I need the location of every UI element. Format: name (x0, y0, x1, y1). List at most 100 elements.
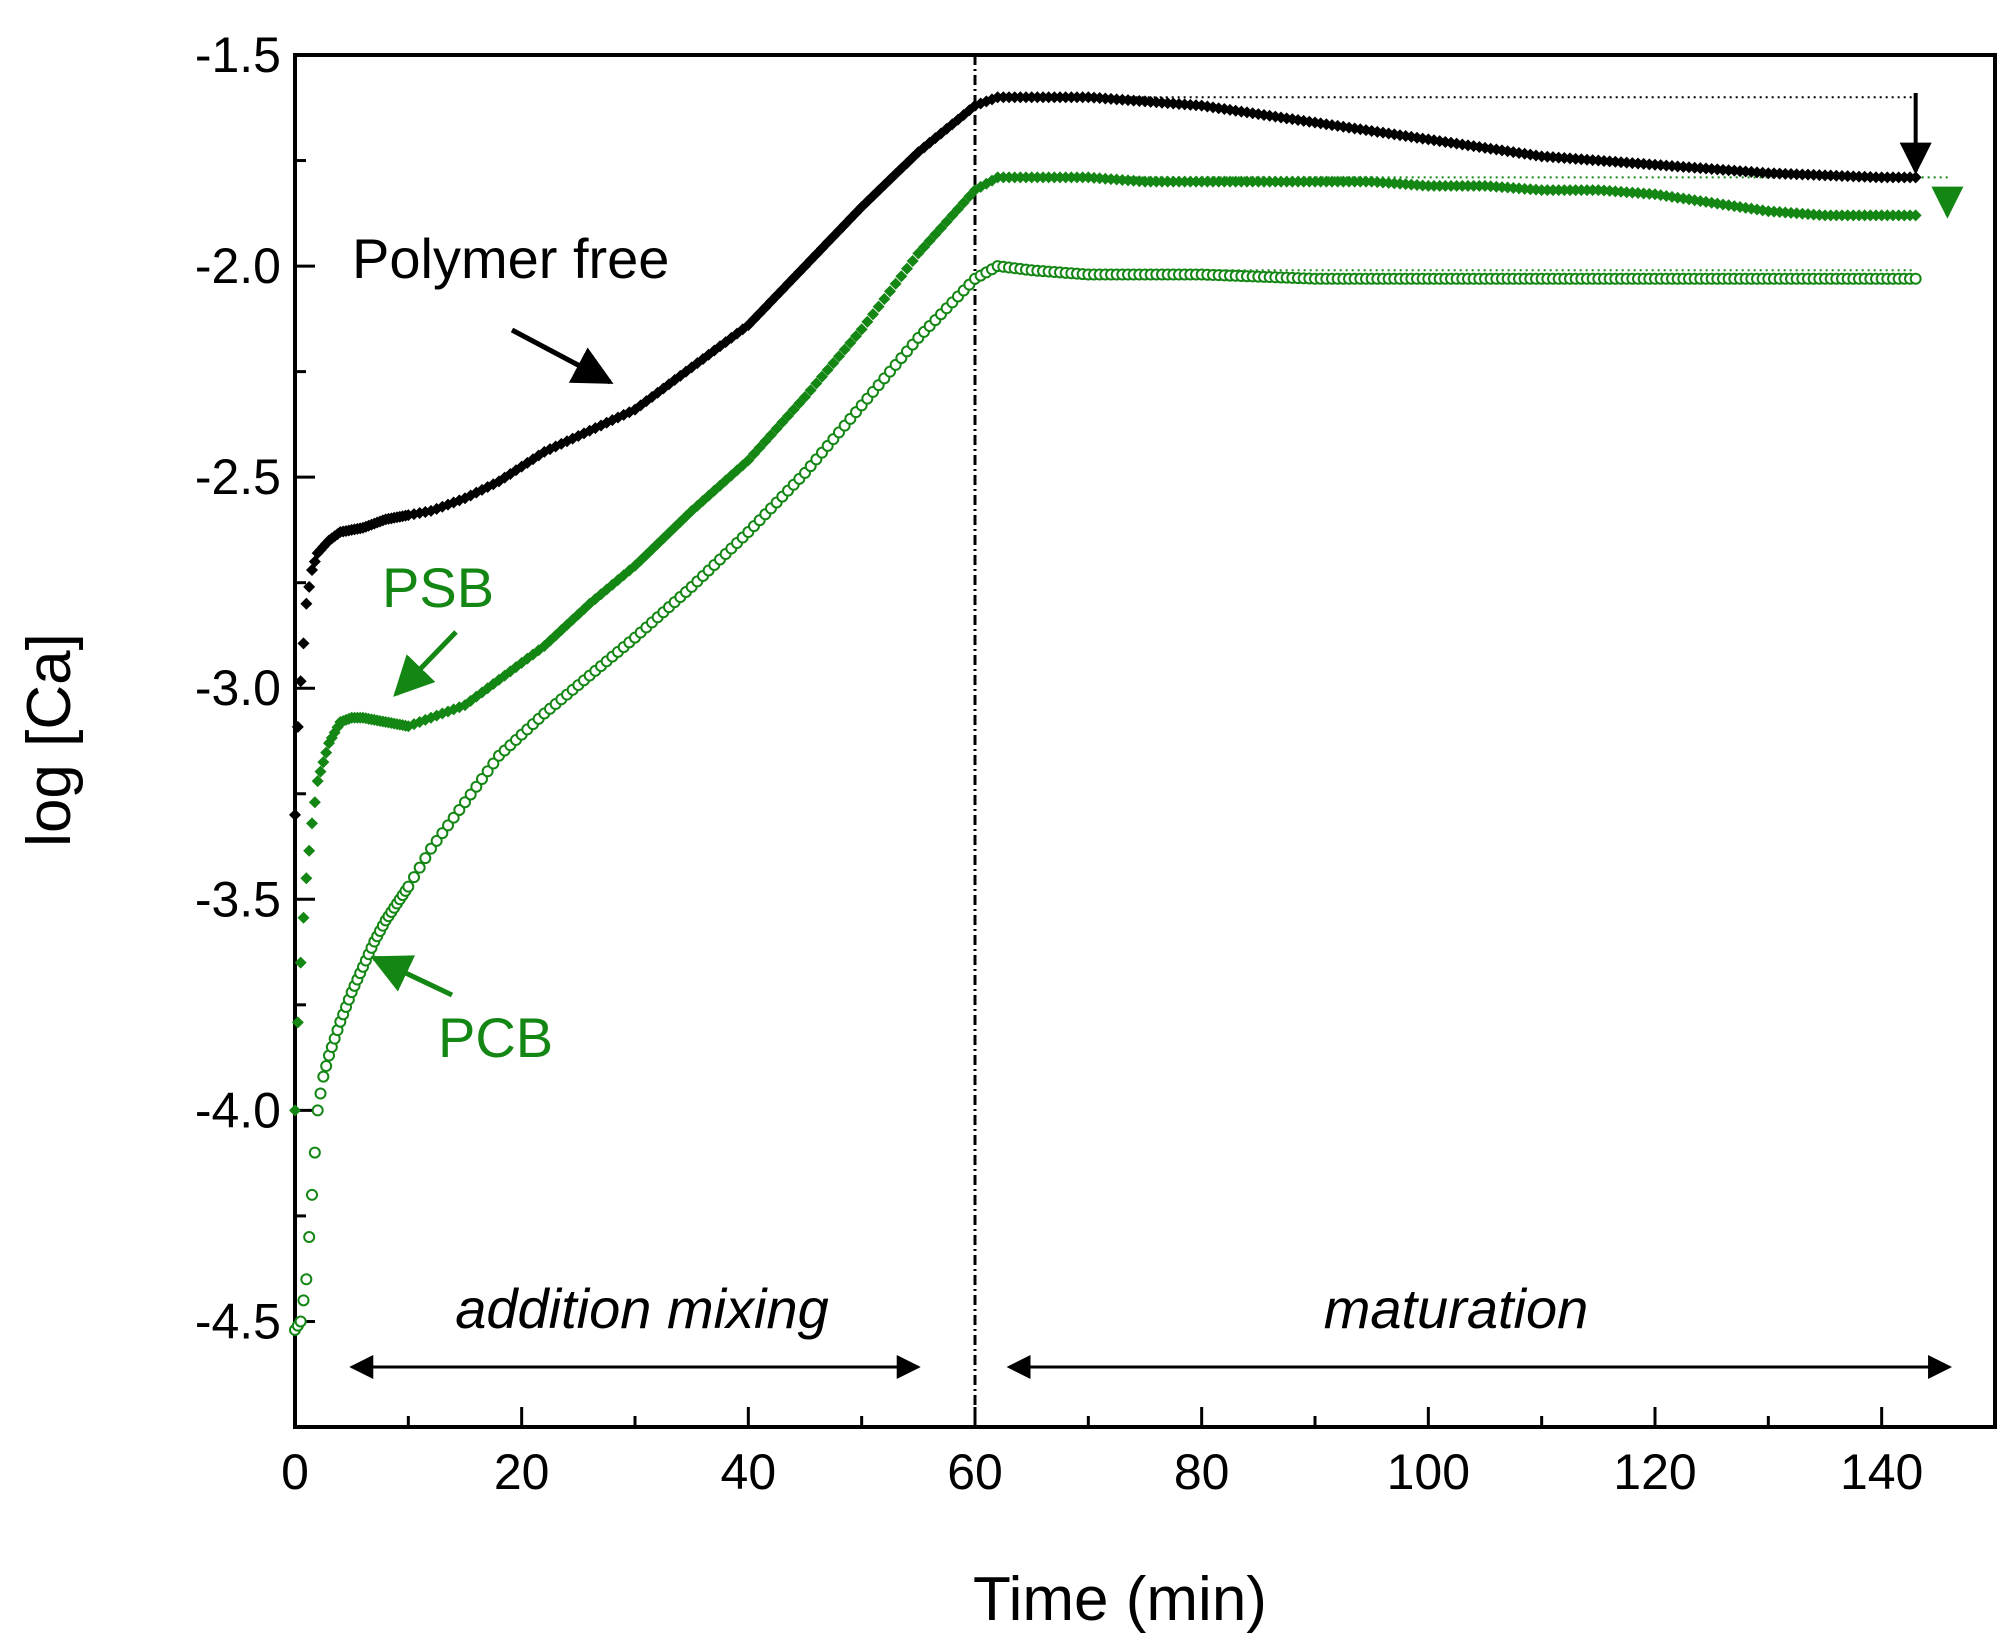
data-point (308, 1146, 321, 1159)
annotation-pcb: PCB (438, 1006, 553, 1069)
data-point (306, 817, 318, 830)
data-point (453, 803, 466, 816)
data-point (838, 343, 851, 356)
data-point (447, 811, 460, 824)
x-axis-ticks: 0 20 40 60 80 100 120 140 (281, 1407, 1923, 1500)
data-point (476, 772, 488, 785)
data-point (402, 880, 415, 893)
reference-lines (973, 55, 1950, 1427)
data-point (317, 756, 330, 769)
data-point (895, 270, 908, 283)
data-point (320, 746, 333, 759)
annotation-psb: PSB (382, 556, 494, 619)
data-point (291, 720, 304, 733)
endpoint-arrows (1899, 92, 1964, 219)
x-tick-label: 100 (1387, 1444, 1470, 1500)
data-point (889, 277, 902, 290)
data-point (906, 255, 919, 268)
data-point (430, 834, 443, 847)
plot-frame (293, 53, 1997, 1429)
x-tick-label: 60 (947, 1444, 1003, 1500)
x-tick-label: 0 (281, 1444, 309, 1500)
data-series (289, 91, 1922, 1336)
data-point (850, 330, 862, 343)
y-tick-label: -1.5 (195, 27, 281, 83)
x-tick-label: 40 (721, 1444, 777, 1500)
data-point (799, 390, 811, 403)
data-point (291, 1016, 304, 1029)
data-point (303, 1231, 316, 1244)
x-tick-label: 20 (494, 1444, 550, 1500)
data-point (821, 363, 834, 376)
y-axis-ticks: -1.5 -2.0 -2.5 -3.0 -3.5 -4.0 -4.5 (195, 27, 315, 1349)
x-axis-title: Time (min) (973, 1565, 1267, 1634)
y-axis-title: log [Ca] (15, 633, 84, 847)
annotation-polymer-free: Polymer free (352, 227, 669, 290)
data-point (308, 796, 321, 809)
data-point (297, 1294, 310, 1307)
data-point (878, 293, 891, 306)
y-tick-label: -2.0 (195, 238, 281, 294)
data-point (833, 350, 845, 363)
x-tick-label: 120 (1613, 1444, 1696, 1500)
data-point (413, 861, 426, 874)
data-point (861, 315, 874, 328)
data-point (464, 788, 477, 801)
data-point (442, 819, 454, 832)
series-psb (289, 171, 1922, 1117)
psb-pointer-arrow (393, 630, 458, 697)
data-point (289, 1104, 301, 1117)
data-point (816, 370, 828, 383)
y-tick-label: -2.5 (195, 449, 281, 505)
data-point (827, 357, 840, 370)
data-point (481, 765, 494, 778)
data-point (297, 637, 310, 650)
data-point (436, 827, 449, 840)
y-tick-label: -4.0 (195, 1082, 281, 1138)
phase-label-maturation: maturation (1324, 1277, 1589, 1340)
data-point (844, 336, 857, 349)
pcb-pointer-arrow (370, 955, 454, 998)
data-point (303, 580, 316, 593)
x-tick-label: 80 (1174, 1444, 1230, 1500)
data-point (294, 956, 307, 969)
data-point (680, 510, 692, 523)
data-point (459, 796, 471, 809)
data-point (872, 300, 885, 313)
data-point (487, 757, 500, 770)
data-point (297, 911, 310, 924)
y-tick-label: -3.0 (195, 660, 281, 716)
data-point (901, 262, 913, 275)
polymer-free-pointer-arrow (510, 327, 614, 385)
data-point (425, 842, 437, 855)
data-point (317, 1070, 330, 1083)
data-point (810, 377, 823, 390)
data-point (314, 765, 327, 778)
data-point (300, 597, 313, 610)
data-point (306, 1188, 318, 1201)
series-pcb (289, 260, 1922, 1336)
data-point (303, 844, 316, 857)
data-point (884, 285, 896, 298)
data-point (419, 852, 432, 865)
data-point (804, 384, 817, 397)
x-tick-label: 140 (1840, 1444, 1923, 1500)
data-point (311, 1104, 324, 1117)
data-point (1337, 120, 1350, 133)
data-point (294, 675, 307, 688)
data-point (1909, 272, 1922, 285)
data-point (855, 323, 868, 336)
data-point (314, 1087, 327, 1100)
data-point (311, 775, 324, 788)
data-point (320, 1060, 333, 1073)
phase-label-addition-mixing: addition mixing (455, 1277, 829, 1340)
y-tick-label: -4.5 (195, 1293, 281, 1349)
data-point (408, 871, 420, 884)
data-point (289, 808, 301, 821)
data-point (300, 872, 313, 885)
data-point (867, 308, 879, 321)
series-polymer-free (289, 91, 1922, 821)
data-point (470, 780, 483, 793)
data-point (1909, 209, 1922, 222)
